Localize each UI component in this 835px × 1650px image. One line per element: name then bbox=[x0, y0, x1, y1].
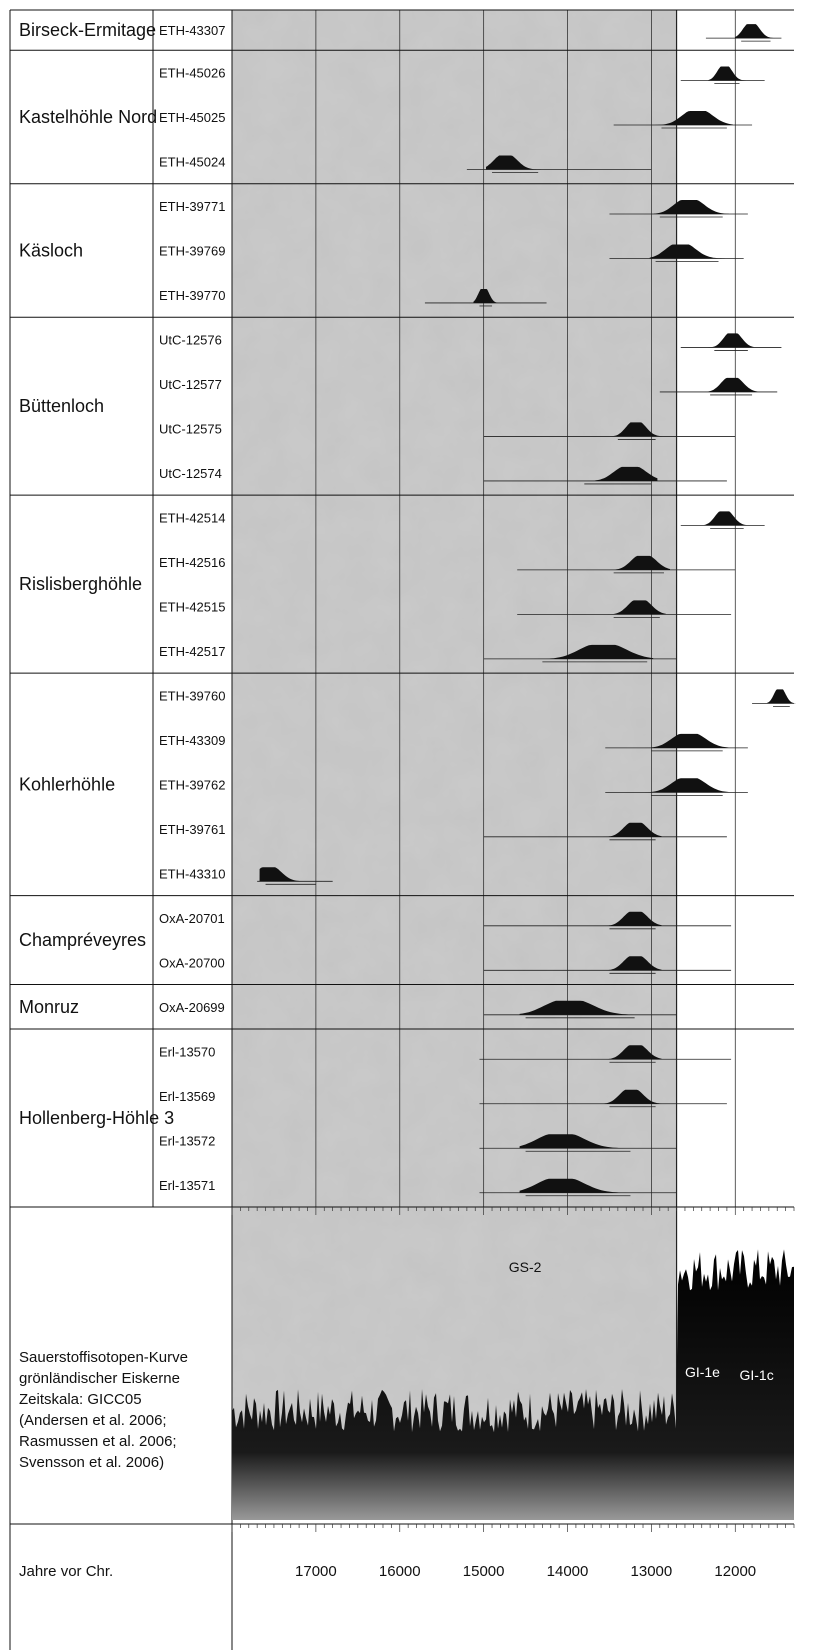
caption-line: Zeitskala: GICC05 bbox=[19, 1391, 142, 1408]
sample-id-label: ETH-39760 bbox=[159, 688, 225, 703]
probability-distribution bbox=[649, 244, 725, 259]
probability-distribution bbox=[519, 1134, 637, 1149]
probability-distribution bbox=[603, 1089, 662, 1104]
caption-line: (Andersen et al. 2006; bbox=[19, 1412, 167, 1429]
tick-label: 13000 bbox=[631, 1563, 673, 1580]
sample-id-label: ETH-43309 bbox=[159, 733, 225, 748]
site-label: Birseck-Ermitage bbox=[19, 20, 156, 40]
probability-distribution bbox=[704, 377, 759, 392]
sample-id-label: Erl-13572 bbox=[159, 1133, 215, 1148]
probability-distribution bbox=[578, 466, 658, 481]
caption-line: Svensson et al. 2006) bbox=[19, 1454, 164, 1471]
site-labels: Birseck-Ermitage Kastelhöhle Nord Käsloch B… bbox=[19, 20, 174, 1128]
probability-distribution bbox=[259, 867, 322, 882]
sample-id-label: ETH-45026 bbox=[159, 66, 225, 81]
sample-id-label: ETH-39769 bbox=[159, 243, 225, 258]
probability-distribution bbox=[603, 956, 662, 971]
probability-distribution bbox=[486, 155, 545, 170]
sample-id-label: UtC-12574 bbox=[159, 466, 222, 481]
year-minor-ticks bbox=[231, 1207, 795, 1532]
probability-distribution bbox=[519, 1000, 641, 1015]
tick-label: 15000 bbox=[463, 1563, 505, 1580]
year-tick-labels: 17000 16000 15000 14000 13000 12000 bbox=[295, 1563, 756, 1580]
sample-id-label: OxA-20701 bbox=[159, 911, 225, 926]
probability-distribution bbox=[607, 600, 666, 615]
probability-distribution bbox=[473, 289, 499, 303]
sample-id-label: ETH-39771 bbox=[159, 199, 225, 214]
probability-distribution bbox=[735, 24, 777, 39]
sample-id-label: Erl-13571 bbox=[159, 1178, 215, 1193]
probability-distribution bbox=[611, 422, 662, 437]
sample-id-label: OxA-20699 bbox=[159, 1000, 225, 1015]
sample-id-label: UtC-12575 bbox=[159, 421, 222, 436]
sample-id-label: ETH-42516 bbox=[159, 555, 225, 570]
sample-id-label: ETH-43310 bbox=[159, 866, 225, 881]
isotope-curve-caption: Sauerstoffisotopen-Kurve grönländischer E… bbox=[19, 1349, 188, 1471]
site-label: Käsloch bbox=[19, 240, 83, 260]
caption-line: Rasmussen et al. 2006; bbox=[19, 1433, 177, 1450]
gi1c-label: GI-1c bbox=[739, 1367, 773, 1383]
tick-label: 14000 bbox=[547, 1563, 589, 1580]
caption-line: grönländischer Eiskerne bbox=[19, 1370, 180, 1387]
sample-id-label: ETH-42514 bbox=[159, 510, 225, 525]
probability-distribution bbox=[767, 689, 796, 704]
probability-distribution bbox=[645, 778, 729, 793]
site-label: Champréveyres bbox=[19, 930, 146, 950]
tick-label: 16000 bbox=[379, 1563, 421, 1580]
probability-distribution bbox=[519, 1178, 637, 1193]
probability-distribution bbox=[536, 644, 654, 659]
sample-id-label: ETH-45024 bbox=[159, 154, 225, 169]
sample-id-label: ETH-45025 bbox=[159, 110, 225, 125]
sample-id-label: UtC-12576 bbox=[159, 332, 222, 347]
probability-distribution bbox=[704, 511, 750, 526]
sample-id-label: ETH-39770 bbox=[159, 288, 225, 303]
sample-id-label: Erl-13569 bbox=[159, 1089, 215, 1104]
site-label: Kohlerhöhle bbox=[19, 774, 115, 794]
site-table-grid bbox=[9, 9, 794, 1650]
isotope-curve-section: GS-2 GI-1e GI-1c Sauerstoffisotopen-Kurv… bbox=[19, 1249, 794, 1520]
probability-distributions bbox=[257, 24, 796, 1197]
probability-distribution bbox=[708, 333, 754, 348]
probability-distribution bbox=[708, 66, 746, 81]
probability-distribution bbox=[603, 822, 662, 837]
probability-distribution bbox=[653, 200, 729, 214]
tick-label: 17000 bbox=[295, 1563, 337, 1580]
caption-line: Sauerstoffisotopen-Kurve bbox=[19, 1349, 188, 1366]
gs2-label: GS-2 bbox=[509, 1259, 542, 1275]
site-label: Hollenberg-Höhle 3 bbox=[19, 1108, 174, 1128]
sample-id-label: ETH-42515 bbox=[159, 599, 225, 614]
probability-distribution bbox=[603, 1045, 662, 1060]
sample-id-label: ETH-39761 bbox=[159, 822, 225, 837]
sample-id-label: ETH-42517 bbox=[159, 644, 225, 659]
gi1e-label: GI-1e bbox=[685, 1364, 720, 1380]
site-label: Rislisberghöhle bbox=[19, 574, 142, 594]
probability-distribution bbox=[655, 111, 733, 125]
site-label: Monruz bbox=[19, 997, 79, 1017]
probability-distribution bbox=[603, 911, 662, 926]
sample-id-label: ETH-43307 bbox=[159, 23, 225, 38]
sample-id-label: OxA-20700 bbox=[159, 955, 225, 970]
probability-distribution bbox=[645, 733, 729, 748]
site-label: Büttenloch bbox=[19, 396, 104, 416]
gs2-shading-texture bbox=[232, 10, 677, 1520]
sample-id-label: ETH-39762 bbox=[159, 777, 225, 792]
sample-id-label: Erl-13570 bbox=[159, 1044, 215, 1059]
sample-id-label: UtC-12577 bbox=[159, 377, 222, 392]
oxygen-isotope-curve bbox=[232, 1249, 794, 1520]
sample-labels: ETH-43307 ETH-45026 ETH-45025 ETH-45024 ETH-… bbox=[159, 23, 225, 1193]
site-label: Kastelhöhle Nord bbox=[19, 107, 157, 127]
tick-label: 12000 bbox=[714, 1563, 756, 1580]
x-axis-label: Jahre vor Chr. bbox=[19, 1563, 113, 1580]
probability-distribution bbox=[607, 555, 670, 570]
